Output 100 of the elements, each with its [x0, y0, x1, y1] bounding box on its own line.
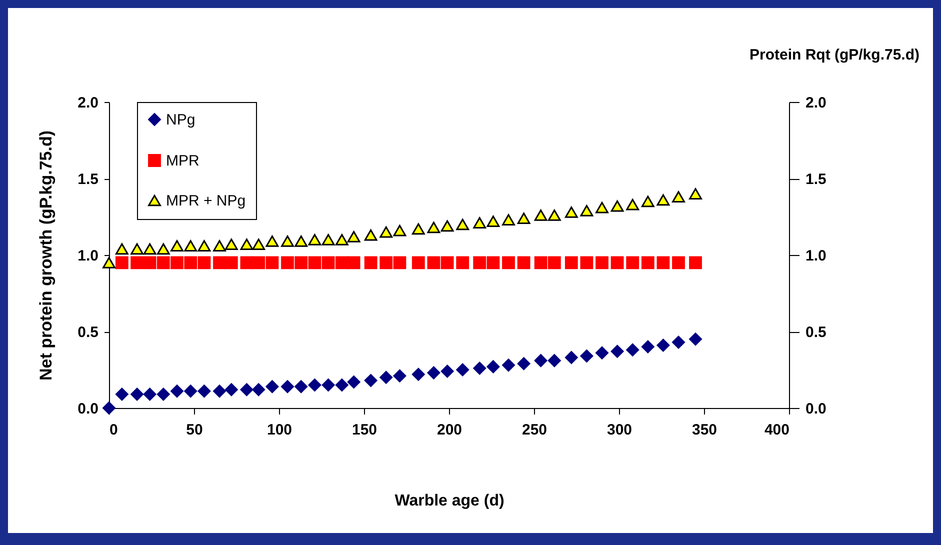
point — [224, 383, 238, 396]
point — [473, 362, 486, 375]
point — [502, 214, 515, 226]
point — [170, 240, 184, 252]
point — [534, 256, 548, 270]
point — [170, 256, 184, 270]
point — [610, 344, 624, 358]
point — [184, 256, 198, 270]
point — [689, 188, 702, 200]
point — [143, 243, 156, 255]
point — [672, 256, 685, 270]
x-tick-label: 0 — [110, 422, 118, 438]
point — [266, 380, 279, 394]
x-tick-label: 100 — [266, 422, 292, 438]
point — [427, 366, 440, 380]
y2-axis-title: Protein Rqt (gP/kg.75.d) — [749, 46, 920, 64]
point — [641, 196, 654, 208]
point — [266, 256, 279, 270]
point — [347, 230, 360, 242]
point — [517, 357, 530, 370]
x-tick-label: 300 — [606, 422, 632, 438]
point — [335, 256, 348, 270]
y-tick-label: 1.0 — [78, 248, 98, 264]
point — [364, 256, 378, 270]
point — [564, 206, 578, 218]
point — [240, 256, 254, 270]
point — [347, 376, 360, 388]
y-tick-label: 0.0 — [78, 400, 98, 418]
point — [427, 256, 440, 270]
point — [656, 194, 670, 206]
point — [224, 238, 238, 250]
point — [656, 256, 670, 270]
point — [626, 343, 640, 356]
point — [281, 236, 294, 247]
x-tick-label: 50 — [186, 422, 203, 438]
point — [580, 350, 594, 362]
point — [440, 256, 454, 270]
point — [198, 256, 211, 270]
y-tick-label: 2.0 — [78, 94, 98, 112]
point — [281, 380, 294, 394]
point — [322, 378, 335, 392]
point — [184, 240, 198, 252]
point — [486, 216, 500, 228]
point — [672, 336, 685, 349]
point — [281, 256, 294, 270]
point — [102, 256, 116, 268]
point — [548, 210, 561, 221]
point — [610, 200, 624, 212]
legend-label: MPR + NPg — [166, 192, 246, 210]
point — [517, 212, 530, 224]
point — [689, 256, 702, 270]
point — [672, 191, 685, 203]
point — [380, 226, 393, 238]
point — [170, 384, 184, 398]
point — [393, 256, 406, 270]
point — [130, 243, 144, 255]
y2-tick-label: 0.5 — [806, 324, 826, 341]
point — [473, 256, 486, 270]
point — [115, 243, 128, 255]
y-axis-title: Net protein growth (gP.kg.75.d) — [36, 130, 56, 380]
x-tick-label: 150 — [352, 422, 378, 438]
point — [130, 388, 144, 401]
point — [294, 256, 308, 270]
point — [364, 229, 378, 241]
point — [240, 383, 254, 396]
point — [143, 388, 156, 401]
y2-tick-label: 0.0 — [806, 400, 826, 418]
y2-tick-label: 1.5 — [806, 171, 826, 188]
point — [580, 256, 594, 270]
point — [143, 256, 156, 270]
point — [198, 384, 211, 398]
y2-tick-label: 2.0 — [806, 94, 826, 112]
point — [252, 383, 266, 396]
point — [252, 256, 266, 270]
point — [252, 238, 266, 250]
point — [308, 378, 322, 392]
point — [580, 204, 594, 216]
point — [626, 256, 640, 270]
x-axis-title: Warble age (d) — [394, 492, 504, 510]
point — [294, 236, 308, 247]
point — [393, 224, 406, 236]
point — [308, 234, 322, 246]
point — [610, 256, 624, 270]
point — [156, 388, 170, 401]
point — [322, 256, 335, 270]
point — [534, 210, 548, 221]
point — [115, 256, 128, 270]
point — [564, 256, 578, 270]
point — [656, 338, 670, 352]
point — [689, 332, 702, 346]
point — [517, 256, 530, 270]
point — [294, 380, 308, 394]
point — [534, 354, 548, 368]
point — [335, 234, 348, 246]
legend-label: NPg — [166, 112, 196, 128]
point — [156, 256, 170, 270]
point — [641, 256, 654, 270]
point — [548, 354, 561, 368]
point — [308, 256, 322, 270]
point — [473, 217, 486, 229]
